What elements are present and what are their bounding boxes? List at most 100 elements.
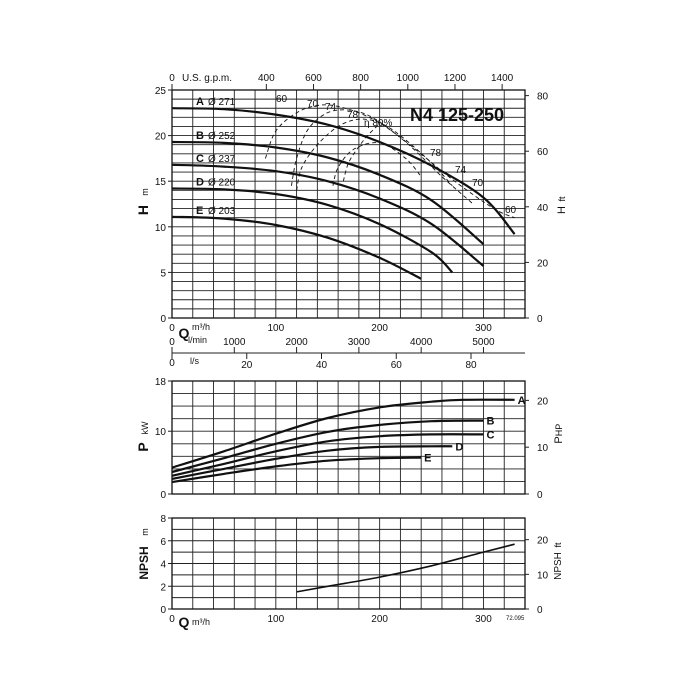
- power-curve-letter: B: [486, 416, 494, 428]
- power-y2label-unit: HP: [554, 424, 564, 437]
- q-axis-label: Q: [179, 325, 190, 341]
- head-curve-diameter: Ø 271: [208, 97, 236, 108]
- head-ylabel: H: [135, 205, 151, 215]
- gpm-tick-label: 1400: [491, 73, 514, 84]
- lmin-tick-label: 3000: [348, 337, 371, 348]
- head-y-tick-label: 10: [155, 223, 167, 234]
- power-curve-letter: A: [518, 395, 526, 407]
- power-y2-tick-label: 20: [537, 396, 549, 407]
- power-frame: [171, 380, 526, 495]
- power-curve-b: [171, 419, 484, 474]
- npsh-y2label-unit: ft: [553, 542, 563, 548]
- head-y-tick-label: 0: [160, 314, 166, 325]
- efficiency-curve: [332, 142, 422, 186]
- gpm-zero-label: 0: [169, 73, 175, 84]
- head-y2label-unit: ft: [557, 196, 567, 202]
- efficiency-curve: [264, 104, 515, 219]
- head-y2-tick-label: 80: [537, 92, 549, 103]
- lmin-tick-label: 5000: [472, 337, 495, 348]
- lmin-tick-label: 1000: [223, 337, 246, 348]
- q-m3h-tick-label: 200: [371, 323, 388, 334]
- npsh-y-tick-label: 2: [160, 582, 166, 593]
- npsh-y-tick-label: 0: [160, 605, 166, 616]
- chart-title: N4 125-250: [410, 105, 504, 125]
- gpm-tick-label: 1200: [444, 73, 467, 84]
- efficiency-curve-label: 74: [455, 165, 467, 176]
- head-y2-tick-label: 40: [537, 203, 549, 214]
- npsh-x-tick-label: 100: [267, 614, 284, 625]
- head-y-tick-label: 25: [155, 86, 167, 97]
- ls-tick-label: 20: [241, 360, 253, 371]
- power-ylabel: P: [135, 442, 151, 451]
- head-curve-diameter: Ø 252: [208, 131, 236, 142]
- npsh-x-tick-label: 200: [371, 614, 388, 625]
- power-curve-letter: D: [455, 441, 463, 453]
- npsh-y2-tick-label: 0: [537, 605, 543, 616]
- head-curve-letter: D: [196, 176, 204, 188]
- npsh-x-tick-label: 0: [169, 614, 175, 625]
- npsh-y-tick-label: 4: [160, 560, 166, 571]
- efficiency-curve-label: 70: [307, 99, 319, 110]
- head-curve-b: [171, 140, 485, 245]
- head-curve-diameter: Ø 220: [208, 177, 236, 188]
- power-y-tick-label: 18: [155, 377, 167, 388]
- curve-layer: [171, 104, 516, 593]
- head-curve-letter: A: [196, 96, 204, 108]
- npsh-ylabel: NPSH: [137, 546, 151, 579]
- lmin-tick-label: 4000: [410, 337, 433, 348]
- head-curve-letter: C: [196, 153, 204, 165]
- efficiency-curve-label: 74: [325, 102, 337, 113]
- power-y2-tick-label: 0: [537, 490, 543, 501]
- gpm-tick-label: 400: [258, 73, 275, 84]
- efficiency-curve: [342, 123, 380, 182]
- efficiency-curve-label: 78: [347, 110, 359, 121]
- ls-tick-label: 40: [316, 360, 328, 371]
- ls-tick-label: 80: [465, 360, 477, 371]
- head-curve-letter: E: [196, 205, 203, 217]
- head-y-tick-label: 5: [160, 268, 166, 279]
- head-y2label: H: [556, 206, 568, 214]
- head-frame: [171, 89, 526, 319]
- npsh-y-tick-label: 6: [160, 537, 166, 548]
- head-curve-a: [171, 107, 516, 235]
- efficiency-curve-label: 70: [472, 178, 484, 189]
- head-curve-diameter: Ø 237: [208, 154, 236, 165]
- efficiency-curve-label: 60: [505, 205, 517, 216]
- power-y2label: P: [553, 436, 565, 443]
- power-y-tick-label: 10: [155, 427, 167, 438]
- efficiency-label: η 80%: [364, 118, 392, 129]
- power-curve-e: [171, 456, 422, 484]
- lmin-zero-label: 0: [169, 337, 175, 348]
- npsh-curve: [296, 543, 515, 593]
- power-curve-a: [171, 398, 515, 469]
- head-y-tick-label: 20: [155, 132, 167, 143]
- power-curve-d: [171, 445, 453, 480]
- head-curve-letter: B: [196, 130, 204, 142]
- efficiency-curve-label: 78: [430, 148, 442, 159]
- ls-zero-label: 0: [169, 358, 175, 369]
- q-axis-unit: m³/h: [192, 322, 210, 332]
- ls-tick-label: 60: [391, 360, 403, 371]
- gpm-tick-label: 800: [352, 73, 369, 84]
- drawing-code: 72.095: [506, 616, 525, 622]
- efficiency-curve: [290, 109, 474, 205]
- gpm-tick-label: 1000: [397, 73, 420, 84]
- power-ylabel-unit: kW: [140, 421, 150, 435]
- npsh-xlabel: Q: [179, 614, 190, 630]
- npsh-y2-tick-label: 10: [537, 570, 549, 581]
- power-y-tick-label: 0: [160, 490, 166, 501]
- efficiency-curve: [296, 118, 453, 191]
- npsh-xlabel-unit: m³/h: [192, 617, 210, 627]
- power-y2-tick-label: 10: [537, 443, 549, 454]
- q-m3h-tick-label: 300: [475, 323, 492, 334]
- power-curve-letter: E: [424, 453, 431, 465]
- head-curve-d: [171, 187, 454, 274]
- lmin-tick-label: 2000: [285, 337, 308, 348]
- head-y2-tick-label: 60: [537, 147, 549, 158]
- power-curve-letter: C: [486, 429, 494, 441]
- ls-axis-label: l/s: [190, 356, 200, 366]
- head-y-tick-label: 15: [155, 177, 167, 188]
- efficiency-curve-label: 60: [276, 94, 288, 105]
- head-curve-e: [171, 215, 422, 280]
